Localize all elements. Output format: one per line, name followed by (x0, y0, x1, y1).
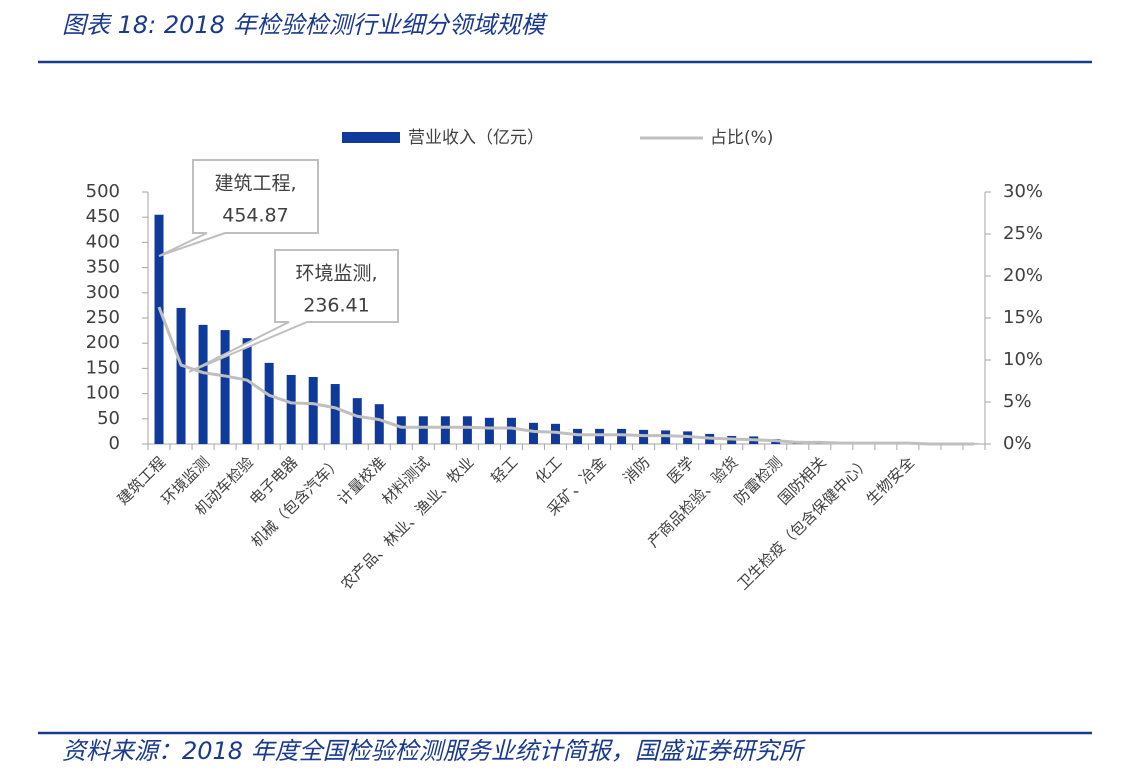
y2-tick-label: 20% (1003, 265, 1043, 286)
y2-tick-label: 5% (1003, 391, 1032, 412)
x-tick-label: 生物安全 (863, 453, 918, 508)
bar (528, 422, 538, 444)
y-tick-label: 500 (86, 181, 120, 202)
legend-swatch (342, 132, 400, 143)
y-tick-label: 50 (97, 408, 120, 429)
y2-tick-label: 10% (1003, 349, 1043, 370)
callout (158, 159, 319, 257)
bar (661, 430, 671, 444)
y2-tick-label: 25% (1003, 223, 1043, 244)
x-tick-label: 计量校准 (334, 453, 389, 508)
annotation: 环境监测, (295, 263, 377, 285)
y2-tick-label: 30% (1003, 181, 1043, 202)
bar (352, 398, 362, 444)
x-tick-label: 消防 (620, 453, 654, 487)
x-tick-label: 医学 (664, 453, 698, 487)
x-tick-label: 建筑工程 (114, 453, 169, 508)
bar (198, 324, 208, 444)
bar (264, 362, 274, 444)
y-tick-label: 300 (86, 282, 120, 303)
bar (308, 376, 318, 444)
y-tick-label: 200 (86, 332, 120, 353)
y-tick-label: 150 (86, 357, 120, 378)
annotation: 建筑工程, (214, 173, 296, 195)
bar (154, 214, 164, 444)
x-tick-label: 防雷检测 (731, 453, 786, 508)
bar (374, 404, 384, 444)
bar (573, 428, 583, 444)
y-tick-label: 100 (86, 383, 120, 404)
bar (396, 416, 406, 444)
bar (286, 374, 296, 444)
bar (242, 338, 252, 444)
y-tick-label: 0 (109, 433, 120, 454)
y-tick-label: 450 (86, 206, 120, 227)
bar (220, 330, 230, 444)
bar (617, 428, 627, 444)
legend-label: 占比(%) (710, 128, 773, 148)
chart-title: 图表 18: 2018 年检验检测行业细分领域规模 (62, 11, 549, 39)
x-tick-label: 轻工 (487, 453, 521, 487)
bar (506, 417, 516, 444)
bar (462, 416, 472, 444)
y2-tick-label: 0% (1003, 433, 1032, 454)
bar (418, 416, 428, 444)
bar (550, 423, 560, 444)
y2-tick-label: 15% (1003, 307, 1043, 328)
x-tick-label: 化工 (532, 453, 566, 487)
bar (440, 416, 450, 444)
annotation-value: 236.41 (303, 295, 369, 317)
source: 资料来源：2018 年度全国检验检测服务业统计简报，国盛证券研究所 (62, 737, 807, 765)
callout (188, 249, 399, 373)
annotation-value: 454.87 (222, 205, 288, 227)
y-tick-label: 400 (86, 231, 120, 252)
line (157, 306, 974, 446)
y-tick-label: 350 (86, 257, 120, 278)
bar (176, 307, 186, 444)
bar (330, 384, 340, 444)
bar (595, 428, 605, 444)
bar (484, 417, 494, 444)
legend-label: 营业收入（亿元） (408, 128, 544, 148)
y-tick-label: 250 (86, 307, 120, 328)
